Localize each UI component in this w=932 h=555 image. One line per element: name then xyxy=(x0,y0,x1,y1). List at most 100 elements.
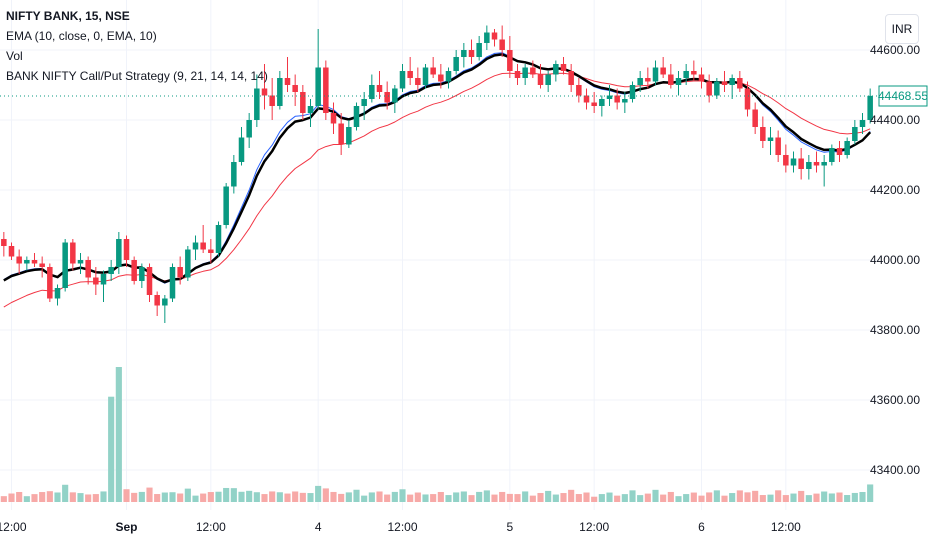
y-tick-label: 43600.00 xyxy=(870,393,920,407)
x-tick-label: 12:00 xyxy=(771,520,801,534)
candle-body xyxy=(307,106,314,113)
x-tick-label: 12:00 xyxy=(0,520,27,534)
candle-body xyxy=(813,162,820,166)
volume-bar xyxy=(391,491,398,502)
volume-bar xyxy=(813,493,820,502)
volume-bar xyxy=(629,490,636,502)
candle-body xyxy=(698,74,705,82)
volume-bar xyxy=(200,493,207,502)
candle-body xyxy=(660,67,666,75)
volume-bar xyxy=(598,494,605,502)
volume-bar xyxy=(276,492,283,502)
candle-body xyxy=(430,67,436,75)
volume-bar xyxy=(8,493,15,502)
volume-bar xyxy=(261,494,268,502)
volume-bar xyxy=(246,490,253,502)
volume-bar xyxy=(131,492,138,502)
volume-bar xyxy=(85,494,92,502)
candle-body xyxy=(399,71,406,89)
candle-body xyxy=(675,78,682,85)
x-tick-label: 12:00 xyxy=(387,520,417,534)
volume-bar xyxy=(207,492,214,502)
candle-body xyxy=(507,50,513,71)
volume-bar xyxy=(752,490,759,502)
x-tick-label: 12:00 xyxy=(579,520,609,534)
candle-body xyxy=(560,64,567,71)
volume-bar xyxy=(637,495,644,502)
x-tick-label: Sep xyxy=(115,520,137,534)
symbol-title[interactable]: NIFTY BANK, 15, NSE xyxy=(6,9,130,23)
volume-bar xyxy=(491,494,498,502)
candle-body xyxy=(169,267,176,299)
volume-bar xyxy=(591,496,598,502)
volume-bar xyxy=(384,494,391,502)
candle-body xyxy=(346,127,352,145)
candle-body xyxy=(836,148,843,155)
volume-bar xyxy=(529,495,536,502)
volume-bar xyxy=(92,494,99,502)
legend-ema-10[interactable]: EMA (10, close, 0, EMA, 10) xyxy=(6,29,157,43)
candle-body xyxy=(384,92,390,103)
candle-body xyxy=(215,225,222,253)
last-price-label: 44468.55 xyxy=(878,89,928,103)
candle-body xyxy=(491,32,498,40)
candle-body xyxy=(790,158,797,166)
candle-body xyxy=(8,246,15,257)
volume-bar xyxy=(16,491,23,502)
volume-bar xyxy=(698,495,705,502)
candle-body xyxy=(39,263,45,267)
candle-body xyxy=(522,67,528,78)
volume-bar xyxy=(46,491,53,502)
candle-body xyxy=(24,260,30,264)
candle-body xyxy=(752,109,758,127)
candle-body xyxy=(438,74,444,82)
candle-body xyxy=(606,95,613,99)
candle-body xyxy=(852,127,858,141)
volume-bar xyxy=(361,495,368,502)
candle-body xyxy=(261,88,268,96)
volume-bar xyxy=(545,490,552,502)
volume-bar xyxy=(284,493,291,502)
volume-bar xyxy=(851,492,858,502)
volume-bar xyxy=(169,492,176,502)
volume-bar xyxy=(315,485,322,502)
volume-bar xyxy=(706,492,713,502)
candle-body xyxy=(645,78,651,82)
candle-body xyxy=(353,106,360,127)
candle-body xyxy=(31,260,38,264)
volume-bar xyxy=(667,491,674,502)
candle-body xyxy=(376,85,383,92)
candle-body xyxy=(445,71,452,82)
candle-body xyxy=(545,74,551,85)
candle-body xyxy=(177,267,183,278)
candle-body xyxy=(476,43,482,57)
legend-strategy[interactable]: BANK NIFTY Call/Put Strategy (9, 21, 14,… xyxy=(6,69,268,83)
volume-bar xyxy=(736,490,743,502)
candle-body xyxy=(744,88,751,110)
volume-bar xyxy=(805,495,812,502)
volume-bar xyxy=(506,493,513,502)
volume-bar xyxy=(437,491,444,502)
volume-bar xyxy=(399,489,406,502)
candle-body xyxy=(806,162,812,169)
y-tick-label: 44000.00 xyxy=(870,253,920,267)
candle-body xyxy=(62,242,68,288)
candle-body xyxy=(576,85,582,96)
candle-body xyxy=(85,260,91,278)
legend-volume[interactable]: Vol xyxy=(6,49,23,63)
y-tick-label: 44400.00 xyxy=(870,113,920,127)
volume-bar xyxy=(782,495,789,502)
candle-body xyxy=(116,239,122,267)
candle-body xyxy=(223,186,229,225)
candle-body xyxy=(277,78,283,106)
candle-body xyxy=(706,81,712,96)
currency-button[interactable]: INR xyxy=(885,14,919,44)
volume-bar xyxy=(721,495,728,502)
volume-bar xyxy=(775,490,782,502)
volume-bar xyxy=(31,494,38,502)
candle-body xyxy=(484,32,490,43)
candle-body xyxy=(254,88,260,120)
candle-body xyxy=(47,267,53,299)
